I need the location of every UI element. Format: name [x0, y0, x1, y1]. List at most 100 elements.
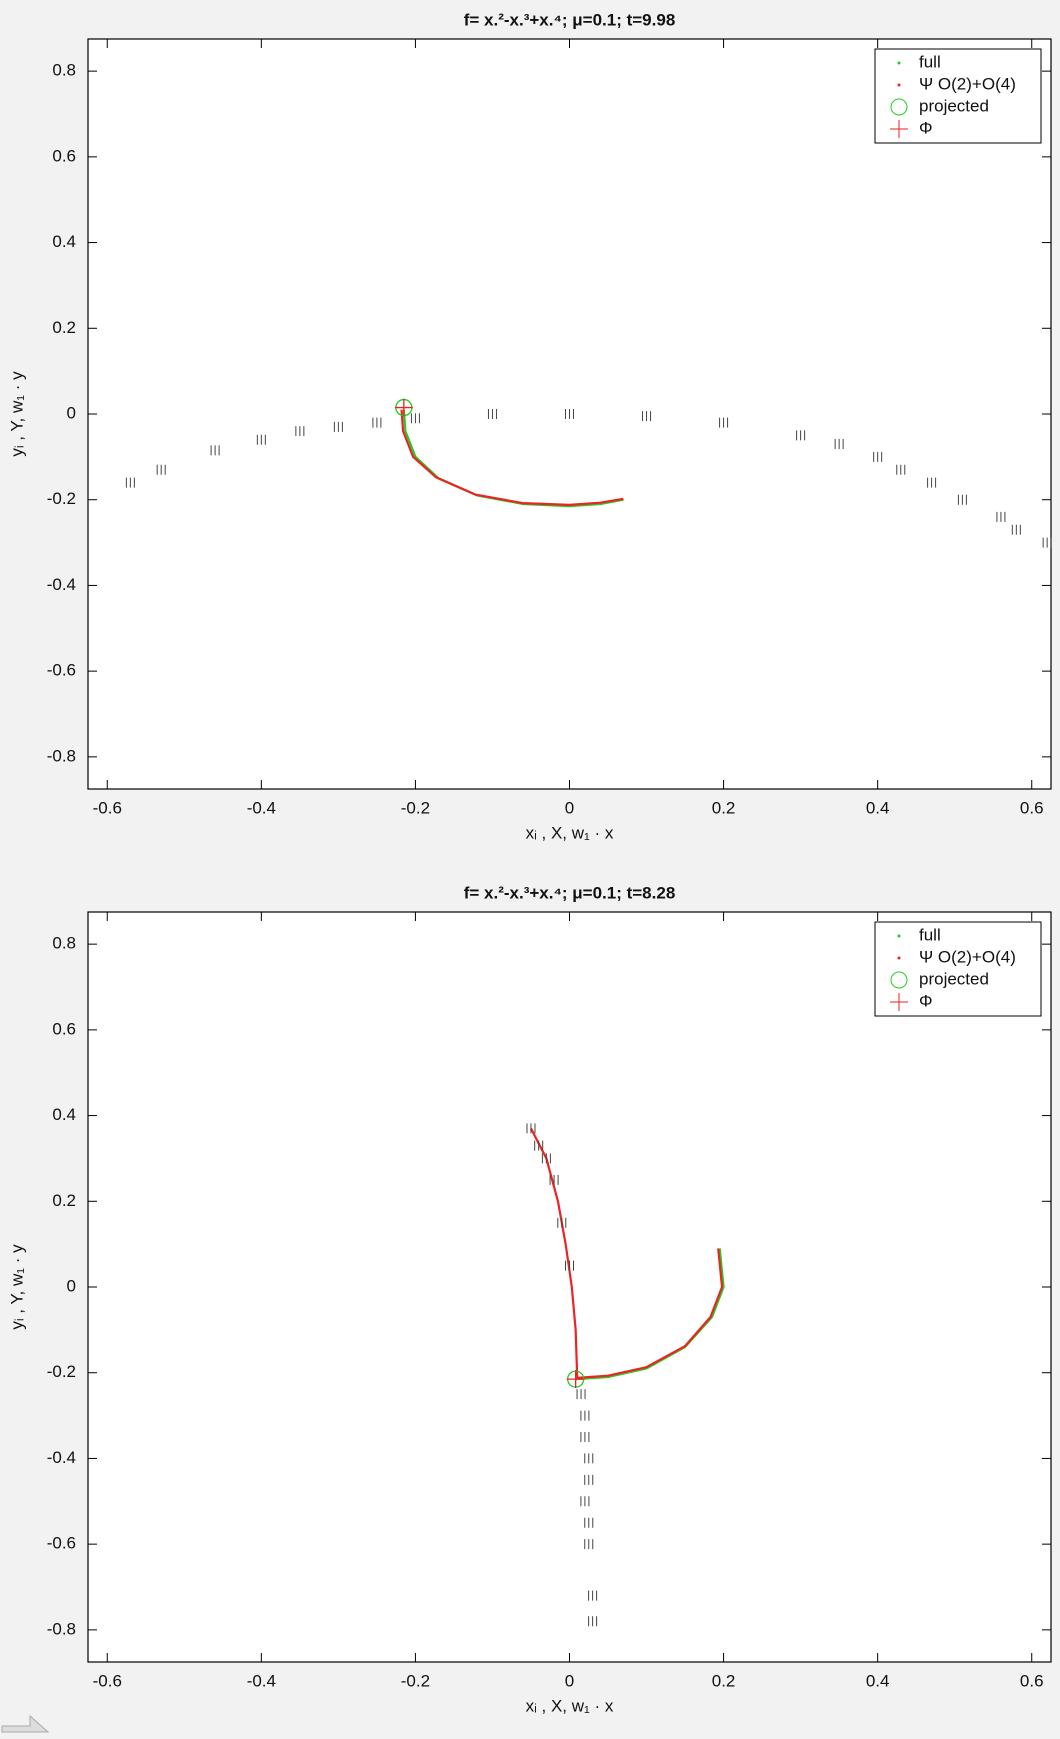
- marker-tick: [125, 477, 135, 488]
- legend-marker: [890, 120, 908, 138]
- y-axis-label: yᵢ , Y, w₁ · y: [7, 1244, 26, 1330]
- marker-tick: [927, 477, 937, 488]
- x-tick-label: -0.4: [247, 1671, 276, 1690]
- series-line: [400, 409, 624, 506]
- legend-marker: [890, 971, 908, 989]
- x-tick-label: -0.6: [93, 1671, 122, 1690]
- y-tick-label: 0.4: [52, 1105, 76, 1124]
- y-tick-label: -0.8: [47, 746, 76, 765]
- marker-plus: [394, 398, 413, 417]
- marker-tick: [534, 1140, 544, 1151]
- legend-marker: [897, 61, 901, 65]
- x-tick-label: -0.6: [93, 798, 122, 817]
- x-tick-label: -0.2: [401, 1671, 430, 1690]
- legend-marker: [897, 956, 901, 960]
- marker-tick: [549, 1174, 559, 1185]
- y-axis-label: yᵢ , Y, w₁ · y: [7, 371, 26, 457]
- y-tick-label: -0.2: [47, 1362, 76, 1381]
- legend-marker: [890, 98, 908, 116]
- marker-tick: [487, 409, 497, 419]
- marker-tick: [584, 1453, 594, 1464]
- x-tick-label: 0.2: [712, 798, 736, 817]
- arrow-icon: [1, 1714, 50, 1733]
- legend-box: [874, 921, 1042, 1017]
- marker-tick: [526, 1123, 536, 1134]
- y-tick-label: -0.4: [47, 1448, 76, 1467]
- marker-tick: [372, 417, 382, 428]
- y-tick-label: 0: [67, 403, 76, 422]
- y-tick-label: 0.6: [52, 146, 76, 165]
- y-tick-label: 0.4: [52, 232, 76, 251]
- marker-tick: [584, 1474, 594, 1485]
- y-tick-label: 0.8: [52, 934, 76, 953]
- marker-tick: [333, 421, 343, 432]
- x-axis-label: xᵢ , X, w₁ · x: [526, 823, 614, 842]
- marker-tick: [1011, 524, 1021, 535]
- marker-tick: [565, 409, 574, 419]
- x-tick-label: 0.6: [1020, 798, 1044, 817]
- marker-plus: [566, 1370, 585, 1389]
- y-tick-label: 0.2: [52, 1191, 76, 1210]
- marker-tick: [719, 417, 729, 428]
- plot-area: [87, 911, 1052, 1663]
- chart-title: f= x.²-x.³+x.⁴; μ=0.1; t=8.28: [464, 883, 676, 902]
- y-tick-label: -0.4: [47, 575, 76, 594]
- legend-label: Ψ O(2)+O(4): [919, 947, 1016, 966]
- x-tick-label: 0.4: [866, 1671, 890, 1690]
- legend-label: full: [919, 52, 941, 71]
- x-tick-label: 0.2: [712, 1671, 736, 1690]
- y-tick-label: 0.2: [52, 318, 76, 337]
- legend-box: [874, 48, 1042, 144]
- marker-tick: [588, 1590, 598, 1601]
- marker-tick: [580, 1432, 590, 1442]
- y-tick-label: 0.6: [52, 1019, 76, 1038]
- chart-title: f= x.²-x.³+x.⁴; μ=0.1; t=9.98: [464, 10, 676, 29]
- marker-tick: [584, 1539, 594, 1550]
- marker-tick: [256, 434, 266, 445]
- marker-tick: [410, 413, 420, 424]
- marker-tick: [1042, 537, 1052, 548]
- x-tick-label: 0.4: [866, 798, 890, 817]
- y-tick-label: -0.6: [47, 661, 76, 680]
- legend-label: Ψ O(2)+O(4): [919, 74, 1016, 93]
- legend-marker: [890, 993, 908, 1011]
- marker-tick: [796, 430, 806, 441]
- y-tick-label: -0.6: [47, 1534, 76, 1553]
- legend-label: full: [919, 925, 941, 944]
- legend-marker: [897, 83, 901, 87]
- y-tick-label: -0.2: [47, 489, 76, 508]
- y-tick-label: 0: [67, 1276, 76, 1295]
- x-tick-label: 0: [565, 1671, 574, 1690]
- legend-label: projected: [919, 969, 989, 988]
- marker-tick: [896, 464, 906, 475]
- marker-tick: [557, 1217, 567, 1228]
- marker-tick: [156, 464, 166, 475]
- marker-tick: [873, 451, 883, 462]
- legend-label: Φ: [919, 118, 933, 137]
- marker-tick: [957, 494, 967, 505]
- marker-tick: [580, 1410, 590, 1421]
- marker-tick: [565, 1260, 574, 1271]
- marker-tick: [588, 1616, 598, 1627]
- marker-tick: [295, 426, 305, 437]
- marker-tick: [576, 1389, 586, 1400]
- x-axis-label: xᵢ , X, w₁ · x: [526, 1696, 614, 1715]
- x-tick-label: -0.4: [247, 798, 276, 817]
- series-line: [530, 1127, 724, 1380]
- legend-label: Φ: [919, 991, 933, 1010]
- x-tick-label: -0.2: [401, 798, 430, 817]
- y-tick-label: -0.8: [47, 1619, 76, 1638]
- x-tick-label: 0: [565, 798, 574, 817]
- marker-tick: [642, 411, 652, 422]
- y-tick-label: 0.8: [52, 61, 76, 80]
- marker-tick: [996, 511, 1006, 522]
- x-tick-label: 0.6: [1020, 1671, 1044, 1690]
- marker-tick: [541, 1153, 551, 1164]
- legend-label: projected: [919, 96, 989, 115]
- marker-tick: [580, 1496, 590, 1507]
- marker-tick: [834, 439, 844, 449]
- marker-tick: [210, 445, 220, 456]
- marker-tick: [584, 1517, 594, 1528]
